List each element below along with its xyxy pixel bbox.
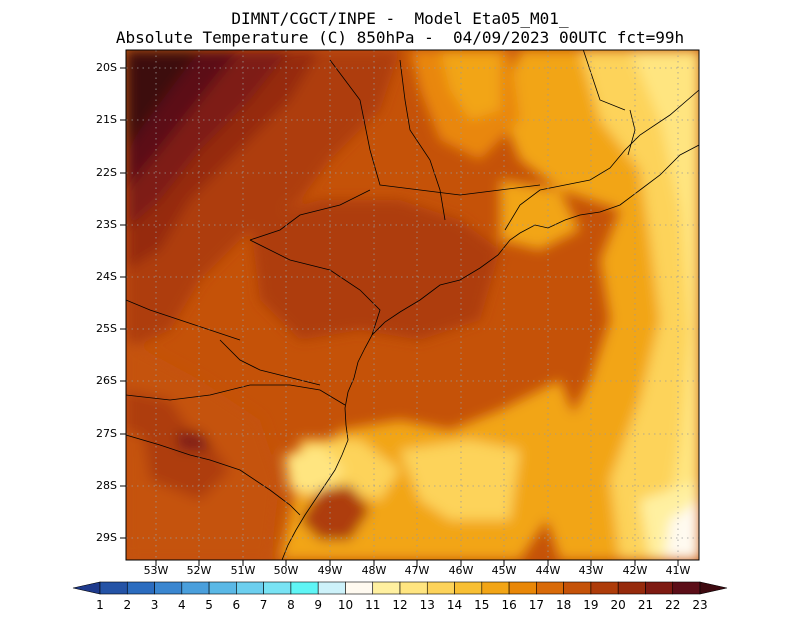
colorbar-label: 17	[529, 598, 544, 612]
lat-label: 26S	[96, 374, 117, 387]
colorbar-swatch	[291, 582, 318, 594]
colorbar-label: 13	[420, 598, 435, 612]
colorbar-label: 15	[474, 598, 489, 612]
lon-label: 47W	[405, 564, 430, 577]
colorbar-swatch	[427, 582, 454, 594]
colorbar-label: 8	[287, 598, 295, 612]
colorbar-swatch	[536, 582, 563, 594]
colorbar-swatch	[591, 582, 618, 594]
colorbar	[73, 582, 727, 594]
colorbar-swatch	[209, 582, 236, 594]
lat-label: 21S	[96, 113, 117, 126]
lat-label: 27S	[96, 427, 117, 440]
colorbar-label: 5	[205, 598, 213, 612]
colorbar-label: 14	[447, 598, 462, 612]
colorbar-label: 10	[338, 598, 353, 612]
lon-label: 44W	[536, 564, 561, 577]
lon-label: 43W	[579, 564, 604, 577]
colorbar-swatch	[236, 582, 263, 594]
colorbar-label: 2	[123, 598, 131, 612]
colorbar-label: 20	[611, 598, 626, 612]
colorbar-swatch	[645, 582, 672, 594]
lon-label: 52W	[187, 564, 212, 577]
colorbar-label: 4	[178, 598, 186, 612]
colorbar-swatch	[455, 582, 482, 594]
colorbar-label: 18	[556, 598, 571, 612]
colorbar-swatch	[400, 582, 427, 594]
lon-label: 48W	[362, 564, 387, 577]
colorbar-label: 21	[638, 598, 653, 612]
colorbar-swatch	[182, 582, 209, 594]
colorbar-swatch	[564, 582, 591, 594]
lat-label: 29S	[96, 531, 117, 544]
colorbar-swatch	[345, 582, 372, 594]
colorbar-label: 9	[314, 598, 322, 612]
lat-label: 23S	[96, 218, 117, 231]
colorbar-arrow-high	[700, 582, 727, 594]
lon-label: 50W	[274, 564, 299, 577]
colorbar-label: 7	[260, 598, 268, 612]
lat-label: 28S	[96, 479, 117, 492]
temperature-field	[126, 40, 700, 560]
colorbar-label: 11	[365, 598, 380, 612]
colorbar-swatch	[264, 582, 291, 594]
lon-label: 51W	[231, 564, 256, 577]
lat-label: 24S	[96, 270, 117, 283]
colorbar-swatch	[155, 582, 182, 594]
colorbar-arrow-low	[73, 582, 100, 594]
lon-label: 46W	[449, 564, 474, 577]
colorbar-label: 16	[501, 598, 516, 612]
colorbar-label: 6	[233, 598, 241, 612]
colorbar-swatch	[100, 582, 127, 594]
colorbar-label: 22	[665, 598, 680, 612]
lon-label: 45W	[492, 564, 517, 577]
lon-label: 53W	[144, 564, 169, 577]
colorbar-swatch	[482, 582, 509, 594]
colorbar-label: 23	[692, 598, 707, 612]
lon-label: 49W	[318, 564, 343, 577]
colorbar-label: 12	[392, 598, 407, 612]
colorbar-label: 19	[583, 598, 598, 612]
colorbar-swatch	[318, 582, 345, 594]
lon-label: 42W	[623, 564, 648, 577]
colorbar-swatch	[509, 582, 536, 594]
colorbar-label: 3	[151, 598, 159, 612]
lon-label: 41W	[666, 564, 691, 577]
colorbar-label: 1	[96, 598, 104, 612]
colorbar-swatch	[373, 582, 400, 594]
lat-label: 20S	[96, 61, 117, 74]
colorbar-swatch	[673, 582, 700, 594]
lat-label: 22S	[96, 166, 117, 179]
lat-label: 25S	[96, 322, 117, 335]
colorbar-swatch	[618, 582, 645, 594]
colorbar-swatch	[127, 582, 154, 594]
